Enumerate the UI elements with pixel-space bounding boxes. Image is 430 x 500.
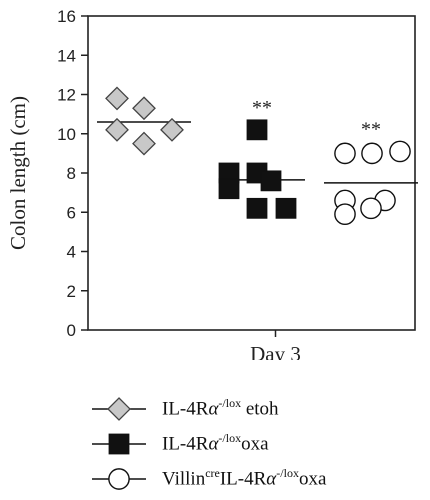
y-tick-label: 12 (57, 86, 76, 105)
data-point-diamond (160, 117, 184, 142)
y-tick-label: 0 (67, 321, 76, 340)
data-point-circle (334, 142, 356, 165)
y-tick-label: 4 (67, 243, 76, 262)
y-tick-label: 2 (67, 282, 76, 301)
legend-item-circle: VillincreIL-4Rα-/loxoxa (88, 462, 428, 496)
legend-prefix: Villin (162, 468, 206, 490)
significance-label-square: ** (252, 97, 272, 119)
legend-label: VillincreIL-4Rα-/loxoxa (162, 466, 326, 490)
data-point-diamond (132, 131, 156, 156)
legend-marker (107, 397, 131, 421)
x-category-label: Day 3 (250, 342, 301, 360)
data-point-diamond (105, 86, 129, 111)
legend-base: IL-4R (162, 433, 209, 455)
data-point-circle (334, 203, 356, 226)
legend-greek: α (266, 468, 277, 490)
colon-length-chart: 0 2 4 6 8 10 12 14 16 Colon length (cm) Day 3 ** ** (6, 7, 418, 360)
legend-base: IL-4R (162, 398, 209, 420)
legend-sup: -/lox (218, 431, 242, 445)
data-point-square (246, 197, 268, 219)
legend-item-square: IL-4Rα-/loxoxa (88, 427, 428, 461)
y-tick-label: 8 (67, 164, 76, 183)
legend-prefix-sup: cre (205, 466, 220, 480)
legend-marker (108, 433, 130, 455)
y-axis-title: Colon length (cm) (6, 96, 30, 250)
data-point-circle (389, 140, 411, 163)
legend-base: IL-4R (219, 468, 267, 490)
data-point-square (246, 119, 268, 141)
legend-suffix: etoh (241, 398, 279, 420)
y-tick-label: 6 (67, 203, 76, 222)
legend-sup: -/lox (218, 396, 242, 410)
legend-greek: α (208, 398, 219, 420)
y-tick-label: 16 (57, 7, 76, 26)
legend: IL-4Rα-/lox etoh IL-4Rα-/loxoxa VillincreI… (88, 392, 428, 497)
legend-suffix: oxa (298, 468, 327, 490)
data-point-circle (361, 142, 383, 165)
data-point-square (275, 197, 297, 219)
legend-greek: α (208, 433, 219, 455)
data-point-circle (360, 197, 382, 220)
legend-label: IL-4Rα-/loxoxa (162, 431, 269, 455)
axes: 0 2 4 6 8 10 12 14 16 Colon length (cm) Day 3 (6, 7, 416, 360)
data-point-diamond (105, 117, 129, 142)
legend-label: IL-4Rα-/lox etoh (162, 396, 279, 420)
circle-marker-icon (92, 468, 146, 490)
data-point-square (218, 178, 240, 200)
y-tick-label: 14 (57, 46, 76, 65)
y-tick-label: 10 (57, 125, 76, 144)
legend-item-diamond: IL-4Rα-/lox etoh (88, 392, 428, 426)
data-marks: ** ** (97, 86, 418, 226)
legend-suffix: oxa (241, 433, 269, 455)
data-point-square (260, 170, 282, 192)
square-marker-icon (92, 433, 146, 455)
legend-sup: -/lox (276, 466, 299, 480)
data-point-diamond (132, 96, 156, 121)
legend-marker (108, 468, 130, 490)
diamond-marker-icon (92, 397, 146, 421)
significance-label-circle: ** (361, 118, 381, 140)
